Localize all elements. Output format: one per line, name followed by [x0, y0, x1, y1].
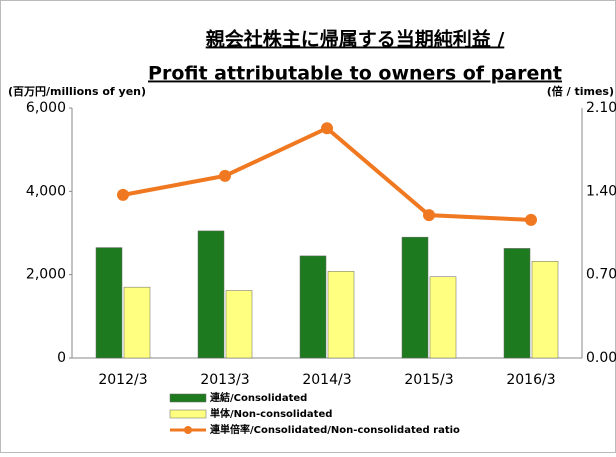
x-tick-label: 2015/3: [404, 372, 453, 388]
bar: [327, 271, 355, 359]
legend-swatch: [184, 426, 192, 434]
point: [525, 213, 537, 226]
y-tick-label: 2,000: [26, 267, 66, 283]
y2-tick-label: 1.40: [586, 183, 616, 199]
y2-axis-label: (倍 / times): [547, 84, 614, 98]
bar: [95, 247, 123, 359]
bar: [503, 248, 531, 359]
x-tick-label: 2016/3: [506, 372, 555, 388]
bar: [401, 236, 429, 359]
legend-label: 連結/Consolidated: [210, 391, 307, 404]
y-tick-label: 6,000: [26, 100, 66, 116]
y2-tick-label: 0.00: [586, 350, 616, 366]
legend-label: 単体/Non-consolidated: [210, 407, 332, 420]
bar: [123, 286, 151, 359]
chart-subtitle: Profit attributable to owners of parent: [148, 63, 562, 85]
y-axis-label: (百万円/millions of yen): [8, 85, 146, 98]
point: [219, 169, 231, 182]
bar: [225, 290, 253, 359]
legend-swatch: [169, 409, 207, 419]
bar: [197, 230, 225, 359]
legend-swatch: [169, 393, 207, 403]
x-tick-label: 2014/3: [302, 372, 351, 388]
bar: [531, 261, 559, 359]
y2-tick-label: 0.70: [586, 267, 616, 283]
point: [321, 122, 333, 135]
y-tick-label: 4,000: [26, 183, 66, 199]
y2-tick-label: 2.10: [586, 100, 616, 116]
y-tick-label: 0: [57, 350, 66, 366]
legend-label: 連単倍率/Consolidated/Non-consolidated ratio: [210, 423, 460, 436]
point: [423, 209, 435, 222]
x-tick-label: 2013/3: [200, 372, 249, 388]
point: [117, 188, 129, 201]
bar: [429, 276, 457, 359]
x-tick-label: 2012/3: [98, 372, 147, 388]
bar: [299, 255, 327, 359]
chart-title: 親会社株主に帰属する当期純利益 /: [206, 28, 505, 51]
